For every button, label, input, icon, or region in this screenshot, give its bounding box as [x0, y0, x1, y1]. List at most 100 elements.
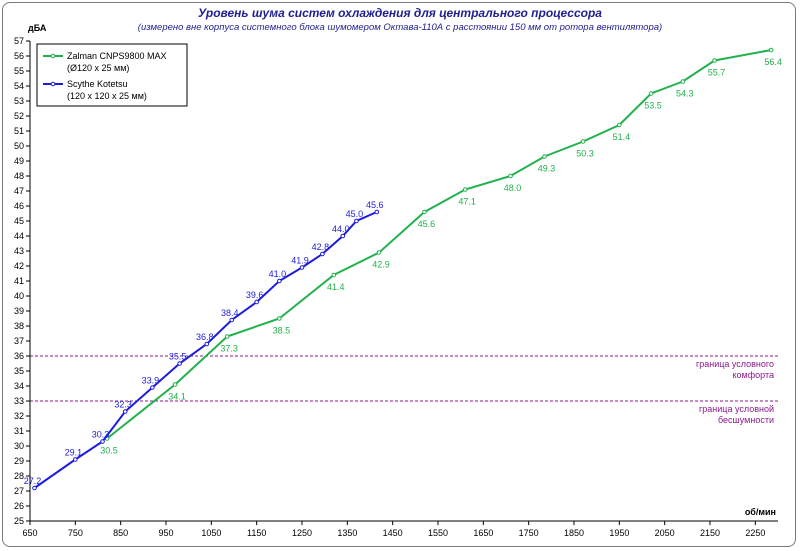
y-tick-label: 46 — [14, 201, 24, 211]
legend-box — [36, 43, 188, 107]
y-tick-label: 26 — [14, 501, 24, 511]
data-label: 27.2 — [24, 476, 42, 486]
y-tick-label: 49 — [14, 156, 24, 166]
y-tick-label: 50 — [14, 141, 24, 151]
data-point — [277, 278, 282, 284]
data-label: 30.5 — [100, 446, 118, 456]
data-point — [320, 251, 325, 257]
x-tick-label: 1550 — [428, 528, 448, 538]
data-point — [150, 385, 155, 390]
x-tick-label: 1250 — [292, 528, 312, 538]
data-label: 45.6 — [418, 219, 436, 229]
data-label: 54.3 — [676, 89, 694, 99]
y-tick-label: 29 — [14, 456, 24, 466]
reference-label: граница условной — [699, 404, 774, 414]
data-label: 41.9 — [291, 256, 309, 266]
data-point — [229, 317, 235, 323]
y-tick-label: 34 — [14, 381, 24, 391]
y-tick-label: 45 — [14, 216, 24, 226]
y-tick-label: 42 — [14, 261, 24, 271]
data-label: 37.3 — [220, 344, 238, 354]
y-tick-label: 51 — [14, 126, 24, 136]
data-point — [340, 233, 346, 239]
series-line — [106, 49, 772, 440]
data-point — [422, 209, 427, 215]
y-axis-label: дБА — [28, 23, 47, 33]
data-label: 44.0 — [332, 224, 350, 234]
y-tick-label: 47 — [14, 186, 24, 196]
y-tick-label: 33 — [14, 396, 24, 406]
data-label: 30.3 — [92, 430, 110, 440]
data-point — [331, 272, 337, 278]
data-label: 56.4 — [764, 57, 782, 67]
data-point — [508, 173, 513, 179]
x-tick-label: 2250 — [745, 528, 765, 538]
data-label: 49.3 — [538, 164, 556, 174]
data-label: 48.0 — [504, 183, 522, 193]
reference-label: граница условного — [696, 359, 774, 369]
data-point — [177, 361, 182, 366]
x-tick-label: 2050 — [655, 528, 675, 538]
data-label: 39.6 — [246, 290, 264, 300]
y-tick-label: 36 — [14, 351, 24, 361]
legend-entry-detail: (Ø120 x 25 мм) — [67, 63, 129, 73]
data-label: 38.5 — [273, 326, 291, 336]
data-label: 42.8 — [312, 242, 330, 252]
data-label: 35.5 — [169, 352, 187, 362]
y-tick-label: 48 — [14, 171, 24, 181]
legend-entry: Scythe Kotetsu — [67, 79, 128, 89]
y-tick-label: 54 — [14, 81, 24, 91]
y-tick-label: 35 — [14, 366, 24, 376]
data-label: 34.1 — [168, 392, 186, 402]
reference-label: комфорта — [733, 370, 774, 380]
data-label: 53.5 — [644, 101, 662, 111]
data-point — [299, 265, 305, 270]
y-tick-label: 43 — [14, 246, 24, 256]
data-point — [254, 299, 259, 305]
x-tick-label: 1950 — [609, 528, 629, 538]
y-tick-label: 32 — [14, 411, 24, 421]
data-point — [100, 439, 105, 444]
data-point — [122, 409, 128, 414]
data-point — [73, 457, 78, 462]
data-point — [224, 334, 230, 339]
x-tick-label: 1450 — [383, 528, 403, 538]
data-point — [617, 122, 622, 128]
legend: Zalman CNPS9800 MAX (Ø120 x 25 мм) Scythe … — [36, 43, 188, 107]
y-tick-label: 28 — [14, 471, 24, 481]
data-label: 51.4 — [613, 132, 631, 142]
x-tick-label: 1850 — [564, 528, 584, 538]
data-label: 50.3 — [576, 149, 594, 159]
legend-marker — [50, 53, 56, 59]
data-point — [712, 58, 717, 63]
data-label: 36.8 — [196, 332, 214, 342]
data-label: 45.0 — [346, 209, 364, 219]
data-label: 47.1 — [458, 197, 476, 207]
y-tick-label: 38 — [14, 321, 24, 331]
data-point — [580, 139, 586, 144]
data-label: 42.9 — [372, 260, 390, 270]
y-tick-label: 39 — [14, 306, 24, 316]
data-label: 45.6 — [366, 200, 384, 210]
data-point — [542, 154, 547, 159]
y-tick-label: 44 — [14, 231, 24, 241]
data-label: 41.4 — [327, 282, 345, 292]
x-tick-label: 1750 — [519, 528, 539, 538]
data-point — [172, 382, 178, 387]
x-tick-label: 950 — [158, 528, 173, 538]
axes: 25 26 27 28 29 30 31 32 33 34 35 36 37 38 39 40 41 42 43 44… — [14, 23, 778, 538]
y-tick-label: 30 — [14, 441, 24, 451]
data-label: 38.4 — [221, 308, 239, 318]
data-label: 55.7 — [708, 68, 726, 78]
data-label: 41.0 — [269, 269, 287, 279]
data-label: 29.1 — [65, 448, 83, 458]
data-point — [768, 47, 774, 53]
y-tick-label: 53 — [14, 96, 24, 106]
data-point — [204, 341, 210, 347]
data-point — [462, 187, 468, 192]
y-tick-label: 52 — [14, 111, 24, 121]
x-tick-label: 650 — [22, 528, 37, 538]
x-tick-label: 1350 — [337, 528, 357, 538]
